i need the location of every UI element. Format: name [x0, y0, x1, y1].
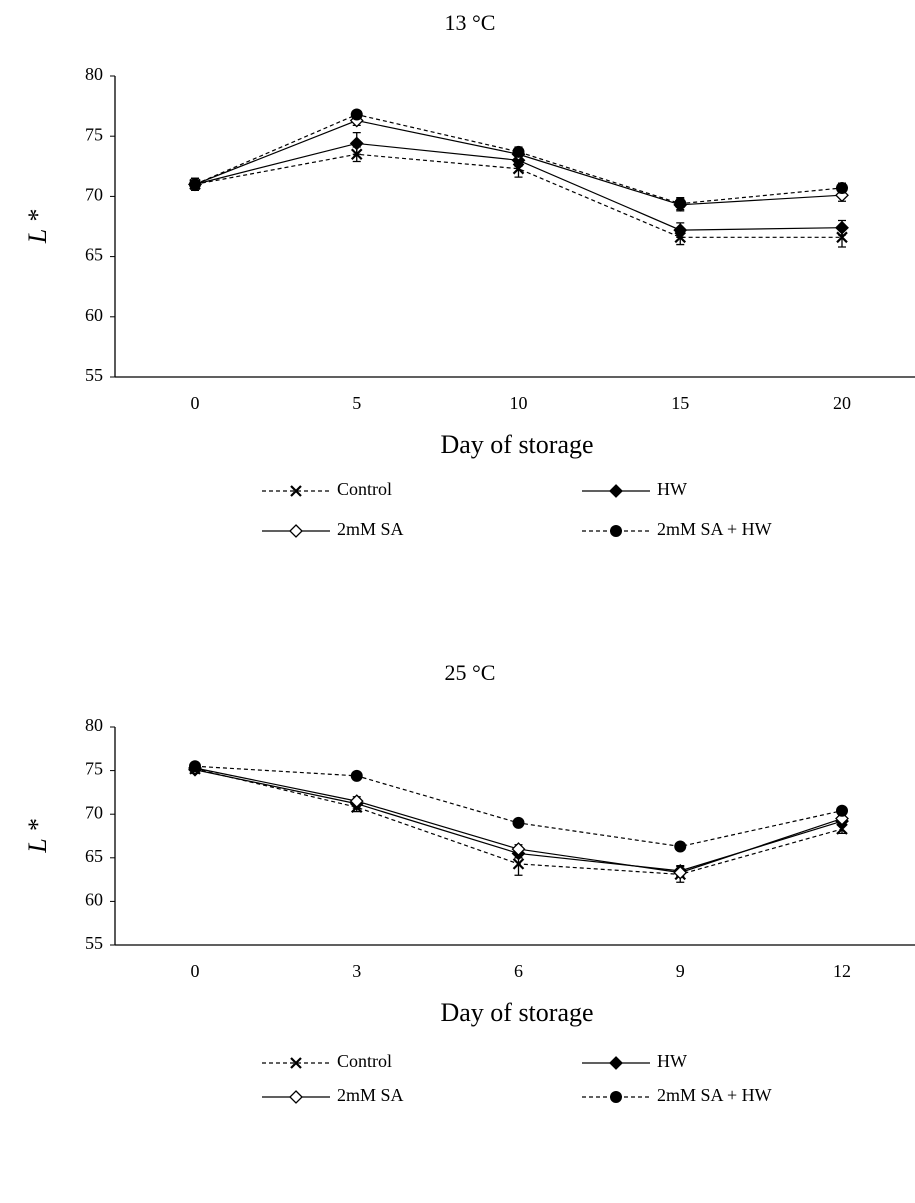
y-tick-label: 65: [85, 846, 103, 866]
legend-item: 2mM SA + HW: [582, 1085, 772, 1105]
chart-title: 25 °C: [445, 660, 496, 685]
chart: 25 °C 55 60 65 70 75 80 0 3 6 9 12 Day of storage L *…: [23, 660, 915, 1105]
marker: [674, 198, 686, 210]
legend-label: 2mM SA + HW: [657, 1085, 772, 1105]
chart: 13 °C 55 60 65 70 75 80 0 5 10 15 20 Day of storage L…: [23, 10, 915, 539]
legend-label: 2mM SA: [337, 1085, 404, 1105]
x-tick-label: 12: [833, 961, 851, 981]
marker: [189, 760, 201, 772]
chart-title: 13 °C: [445, 10, 496, 35]
marker: [351, 109, 363, 121]
marker: [513, 146, 525, 158]
marker: [610, 525, 622, 537]
x-axis-title: Day of storage: [440, 998, 593, 1027]
x-tick-label: 0: [191, 393, 200, 413]
x-tick-label: 9: [676, 961, 685, 981]
marker: [836, 805, 848, 817]
legend-item: 2mM SA: [262, 519, 404, 539]
y-tick-label: 55: [85, 365, 103, 385]
y-tick-label: 80: [85, 64, 103, 84]
y-axis-title: L *: [23, 210, 52, 245]
marker: [290, 525, 302, 537]
x-tick-label: 10: [510, 393, 528, 413]
legend-item: 2mM SA: [262, 1085, 404, 1105]
legend-item: 2mM SA + HW: [582, 519, 772, 539]
legend-item: Control: [262, 1051, 392, 1071]
y-axis-title: L *: [23, 819, 52, 854]
x-tick-label: 0: [191, 961, 200, 981]
x-tick-label: 5: [352, 393, 361, 413]
legend-label: HW: [657, 479, 687, 499]
figure: 13 °C55606570758005101520Day of storageL…: [0, 0, 915, 1203]
marker: [351, 770, 363, 782]
marker: [351, 137, 363, 149]
legend-label: Control: [337, 479, 392, 499]
marker: [189, 178, 201, 190]
y-tick-label: 75: [85, 124, 103, 144]
y-tick-label: 80: [85, 715, 103, 735]
marker: [674, 840, 686, 852]
marker: [513, 817, 525, 829]
marker: [610, 1057, 622, 1069]
legend-label: 2mM SA + HW: [657, 519, 772, 539]
legend-item: Control: [262, 479, 392, 499]
y-tick-label: 55: [85, 933, 103, 953]
y-tick-label: 75: [85, 759, 103, 779]
x-tick-label: 6: [514, 961, 523, 981]
legend-item: HW: [582, 479, 687, 499]
y-tick-label: 70: [85, 185, 103, 205]
x-axis-title: Day of storage: [440, 430, 593, 459]
legend-label: Control: [337, 1051, 392, 1071]
marker: [836, 182, 848, 194]
marker: [610, 485, 622, 497]
y-tick-label: 65: [85, 245, 103, 265]
x-tick-label: 20: [833, 393, 851, 413]
legend-item: HW: [582, 1051, 687, 1071]
marker: [610, 1091, 622, 1103]
legend-label: HW: [657, 1051, 687, 1071]
marker: [290, 1091, 302, 1103]
y-tick-label: 60: [85, 305, 103, 325]
legend-label: 2mM SA: [337, 519, 404, 539]
x-tick-label: 15: [671, 393, 689, 413]
series-line: [195, 766, 842, 846]
y-tick-label: 60: [85, 890, 103, 910]
x-tick-label: 3: [352, 961, 361, 981]
y-tick-label: 70: [85, 802, 103, 822]
